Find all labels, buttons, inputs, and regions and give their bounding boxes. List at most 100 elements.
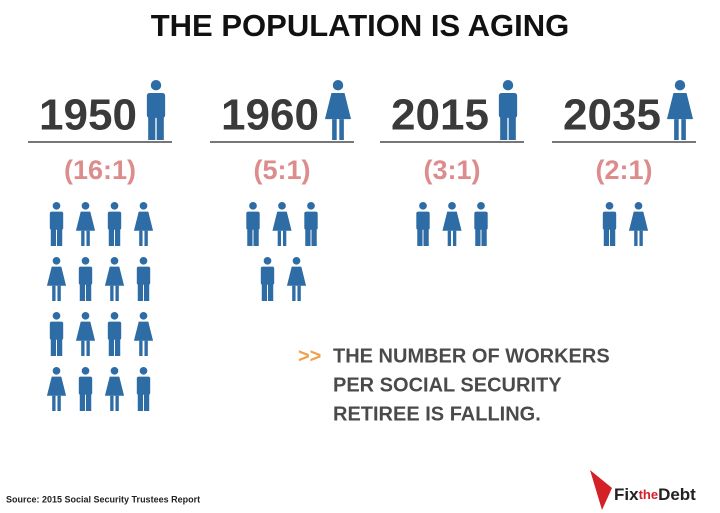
worker-icon — [442, 202, 462, 246]
worker-icon — [75, 312, 96, 356]
leg — [339, 119, 344, 140]
worker-icon — [46, 367, 67, 411]
leg — [144, 340, 148, 356]
body — [304, 211, 318, 230]
head — [150, 80, 162, 91]
leg — [52, 285, 56, 301]
leg — [452, 230, 457, 246]
worker-icon — [260, 257, 275, 301]
body — [628, 211, 649, 231]
worker-icon — [133, 202, 154, 246]
body — [107, 321, 122, 340]
head — [52, 312, 61, 320]
leg — [609, 228, 616, 246]
leg — [52, 395, 56, 411]
leg — [253, 228, 259, 246]
worker-icon — [78, 257, 93, 301]
leg — [639, 230, 643, 246]
ratio: (2:1) — [595, 155, 652, 185]
worker-icon — [133, 312, 154, 356]
logo-fix: Fix — [614, 485, 639, 504]
head — [139, 312, 148, 320]
head — [307, 202, 315, 210]
head — [110, 312, 119, 320]
body — [104, 266, 125, 286]
body — [49, 321, 64, 340]
head — [52, 257, 61, 265]
leg — [261, 283, 268, 301]
leg — [311, 228, 317, 246]
leg — [143, 283, 150, 301]
body — [78, 266, 93, 285]
leg — [110, 395, 114, 411]
leg — [114, 228, 121, 246]
body — [246, 211, 260, 230]
head — [139, 257, 148, 265]
head — [278, 202, 286, 210]
leg — [115, 285, 119, 301]
head — [52, 202, 61, 210]
head — [139, 367, 148, 375]
body — [498, 93, 518, 118]
leg — [156, 116, 164, 140]
note-line: PER SOCIAL SECURITY — [333, 374, 562, 396]
leg — [137, 283, 144, 301]
leg — [481, 228, 487, 246]
leg — [56, 338, 63, 356]
leg — [50, 228, 57, 246]
leg — [81, 230, 85, 246]
body — [136, 266, 151, 285]
retiree-icon — [498, 80, 518, 140]
leg — [332, 119, 337, 140]
head — [81, 202, 90, 210]
year: 2015 — [391, 91, 489, 140]
leg — [114, 338, 121, 356]
ratio: (3:1) — [423, 155, 480, 185]
leg — [247, 228, 253, 246]
body — [272, 211, 292, 231]
head — [110, 257, 119, 265]
worker-icon — [136, 257, 151, 301]
worker-icon — [474, 202, 488, 246]
worker-icon — [628, 202, 649, 246]
head — [110, 202, 119, 210]
body — [416, 211, 430, 230]
worker-icon — [304, 202, 318, 246]
worker-icon — [602, 202, 617, 246]
body — [75, 321, 96, 341]
leg — [79, 283, 86, 301]
note-marker: >> — [298, 345, 321, 367]
leg — [603, 228, 610, 246]
head — [674, 80, 686, 91]
leg — [57, 395, 61, 411]
worker-icon — [136, 367, 151, 411]
head — [81, 312, 90, 320]
leg — [56, 228, 63, 246]
leg — [417, 228, 423, 246]
leg — [282, 230, 287, 246]
source: Source: 2015 Social Security Trustees Re… — [6, 494, 200, 504]
body — [133, 321, 154, 341]
body — [442, 211, 462, 231]
leg — [305, 228, 311, 246]
leg — [508, 116, 516, 140]
head — [332, 80, 344, 91]
leg — [108, 228, 115, 246]
head — [502, 80, 514, 91]
body — [49, 211, 64, 230]
worker-icon — [104, 367, 125, 411]
leg — [81, 340, 85, 356]
worker-icon — [286, 257, 307, 301]
body — [260, 266, 275, 285]
ratio: (16:1) — [64, 155, 136, 185]
body — [324, 93, 352, 120]
worker-icon — [49, 202, 64, 246]
ratio: (5:1) — [253, 155, 310, 185]
worker-icon — [104, 257, 125, 301]
leg — [57, 285, 61, 301]
worker-icon — [49, 312, 64, 356]
logo-debt: Debt — [658, 485, 696, 504]
note-line: RETIREE IS FALLING. — [333, 403, 541, 425]
retiree-icon — [324, 80, 352, 140]
